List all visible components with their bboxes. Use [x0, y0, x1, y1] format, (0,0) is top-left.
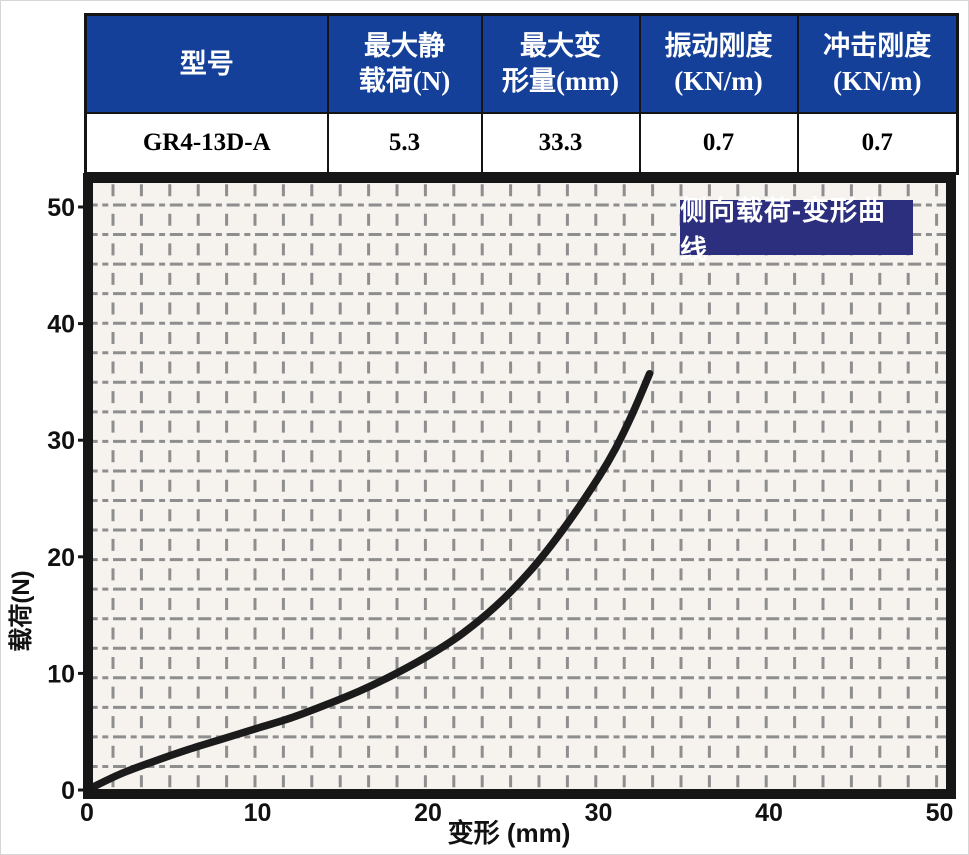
load-deformation-curve — [93, 369, 654, 789]
header-max-deformation: 最大变 形量(mm) — [480, 13, 641, 114]
max-deformation-value: 33.3 — [480, 112, 641, 175]
y-tick-label: 20 — [47, 544, 75, 572]
header-vibration-stiffness: 振动刚度 (KN/m) — [638, 13, 799, 114]
header-model: 型号 — [84, 13, 329, 114]
plot-area — [88, 178, 951, 794]
y-tick-label: 40 — [47, 311, 75, 339]
chart-title-badge: 侧向载荷-变形曲线 — [680, 196, 913, 265]
model-value: GR4-13D-A — [84, 112, 329, 175]
x-tick-label: 50 — [926, 799, 954, 827]
y-tick-label: 50 — [47, 194, 75, 222]
grid — [93, 183, 946, 789]
x-tick-label: 40 — [755, 799, 783, 827]
header-model-label: 型号 — [179, 48, 234, 79]
y-axis-label: 载荷(N) — [8, 570, 35, 651]
x-tick-label: 0 — [80, 799, 94, 827]
spec-table-header-row: 型号 最大静 载荷(N) 最大变 形量(mm) 振动刚度 (KN/m) 冲击刚度… — [84, 13, 959, 114]
header-impact-stiffness: 冲击刚度 (KN/m) — [796, 13, 959, 114]
x-tick-label: 10 — [244, 799, 272, 827]
y-tick-label: 10 — [47, 660, 75, 688]
spec-table-data-row: GR4-13D-A 5.3 33.3 0.7 0.7 — [84, 112, 959, 175]
y-tick-label: 30 — [47, 427, 75, 455]
spec-table: 型号 最大静 载荷(N) 最大变 形量(mm) 振动刚度 (KN/m) 冲击刚度… — [84, 13, 959, 175]
x-tick-label: 20 — [414, 799, 442, 827]
max-static-load-value: 5.3 — [326, 112, 483, 175]
plot-border — [83, 173, 956, 799]
x-axis-label: 变形 (mm) — [448, 818, 571, 848]
header-max-static-load: 最大静 载荷(N) — [326, 13, 483, 114]
impact-stiffness-value: 0.7 — [796, 112, 959, 175]
x-tick-label: 30 — [585, 799, 613, 827]
vibration-stiffness-value: 0.7 — [638, 112, 799, 175]
y-tick-label: 0 — [61, 777, 75, 805]
